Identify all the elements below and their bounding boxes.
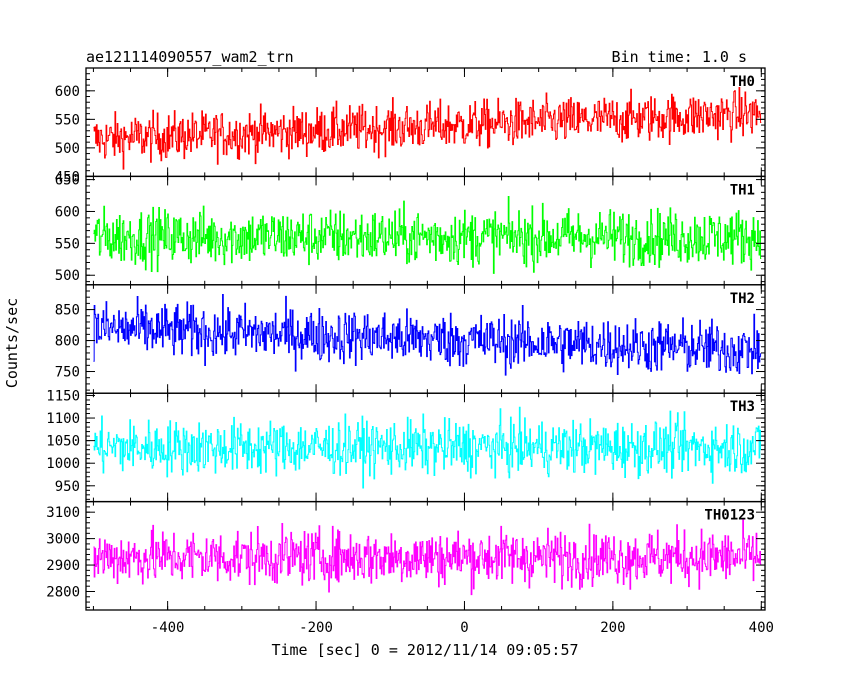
y-tick-label: 800 — [55, 334, 80, 350]
y-tick-label: 550 — [55, 112, 80, 128]
panel-th0123: 2800 2900 3000 3100 TH0123 — [46, 500, 766, 611]
y-tick-label: 1150 — [46, 388, 80, 404]
y-tick-label: 550 — [55, 236, 80, 252]
panel-th0: 450 500 550 600 TH0 — [55, 67, 766, 185]
y-tick-label: 850 — [55, 303, 80, 319]
panel-th3: 950 1000 1050 1100 1150 TH3 — [46, 388, 766, 503]
y-tick-label: 2800 — [46, 584, 80, 600]
y-tick-label: 1100 — [46, 411, 80, 427]
panel-label-th1: TH1 — [730, 182, 755, 198]
y-tick-label: 600 — [55, 84, 80, 100]
y-tick-label: 600 — [55, 204, 80, 220]
x-tick-label: -400 — [151, 620, 185, 636]
panel-label-th2: TH2 — [730, 291, 755, 307]
panel-label-th0123: TH0123 — [704, 508, 755, 524]
y-tick-label: 3100 — [46, 505, 80, 521]
y-tick-label: 950 — [55, 479, 80, 495]
y-tick-label: 3000 — [46, 532, 80, 548]
y-tick-label: 500 — [55, 268, 80, 284]
x-tick-label: 400 — [749, 620, 774, 636]
y-tick-label: 750 — [55, 365, 80, 381]
y-tick-label: 500 — [55, 141, 80, 157]
panel-label-th3: TH3 — [730, 399, 755, 415]
x-tick-label: 0 — [460, 620, 468, 636]
y-tick-label: 650 — [55, 173, 80, 189]
panel-th1: 500 550 600 650 TH1 — [55, 173, 766, 286]
panel-frame — [85, 500, 766, 611]
series-line-th0 — [93, 87, 762, 170]
series-line-th1 — [93, 196, 762, 274]
y-tick-label: 450 — [55, 169, 80, 185]
panel-th2: 750 800 850 TH2 — [55, 284, 766, 394]
series-line-th3 — [93, 406, 762, 489]
chart-title: ae121114090557_wam2_trn — [86, 48, 294, 66]
y-tick-label: 1000 — [46, 456, 80, 472]
bin-time-label: Bin time: 1.0 s — [612, 48, 747, 66]
x-tick-label: 200 — [600, 620, 625, 636]
x-axis-label: Time [sec] 0 = 2012/11/14 09:05:57 — [271, 641, 578, 659]
series-line-th2 — [93, 294, 762, 376]
x-tick-label: -200 — [299, 620, 333, 636]
series-line-th0123 — [93, 519, 762, 596]
y-axis-label: Counts/sec — [3, 298, 21, 388]
panel-label-th0: TH0 — [730, 74, 755, 90]
y-tick-label: 1050 — [46, 434, 80, 450]
panels-group: 450 500 550 600 TH0 500 550 600 650 TH1 750 800 850 T… — [46, 67, 774, 636]
y-tick-label: 2900 — [46, 558, 80, 574]
